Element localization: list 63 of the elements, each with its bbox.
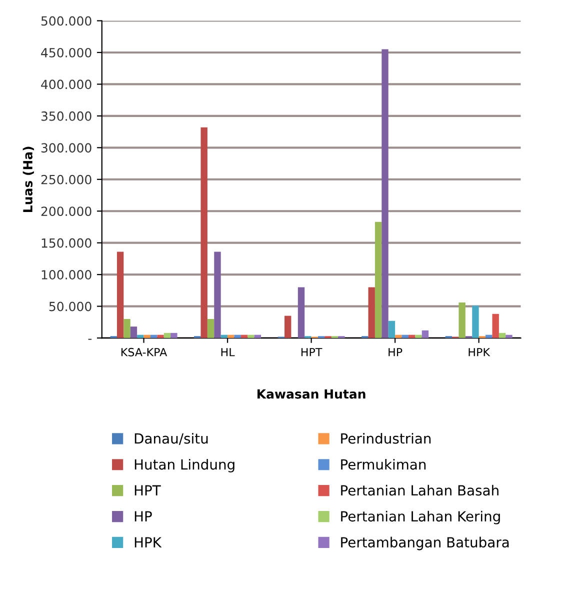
bar [234,334,241,338]
bar [150,334,158,338]
bar [506,334,512,338]
bar [395,334,402,338]
bar [458,302,466,338]
y-tick-label: 250.000 [41,174,92,184]
y-tick-label: 200.000 [41,206,92,216]
legend-label: HPK [134,537,162,548]
bar [382,49,388,338]
bar [137,334,144,338]
x-tick-label: HPT [301,348,322,356]
x-tick-label: HPK [468,348,490,356]
y-tick-label: 500.000 [41,16,92,26]
bar [486,334,492,338]
bar [298,287,305,338]
bar [207,318,214,338]
x-tick-label: KSA-KPA [121,348,168,356]
bar [214,252,221,338]
y-tick-label: 50.000 [49,302,92,312]
bar [422,330,429,338]
x-tick-label: HL [221,348,235,356]
bar [388,320,396,338]
bar [374,222,382,338]
bar [157,334,164,338]
bar [284,316,292,338]
bar [164,332,171,338]
y-axis-title: Luas (Ha) [22,146,34,212]
legend-label: HPT [134,485,161,496]
bar [200,127,208,338]
y-tick-label: 150.000 [42,238,92,248]
bar [124,318,130,338]
bar [408,334,416,338]
y-tick-label: 450.000 [41,48,92,58]
legend-label: Permukiman [341,458,426,470]
bar [492,314,499,338]
bar [415,334,422,338]
bar [368,287,375,338]
y-tick-label: 400.000 [41,80,92,90]
legend-label: HP [134,511,152,522]
bar [130,326,138,338]
bar [472,306,479,338]
bar [240,334,248,338]
legend-label: Hutan Lindung [134,458,234,472]
bar [220,334,228,338]
legend-label: Pertambangan Batubara [341,536,509,550]
y-tick-label: 350.000 [41,111,92,121]
bar [144,334,150,338]
legend-label: Danau/situ [134,432,208,445]
bar [498,332,506,338]
y-tick-label: 300.000 [41,143,92,153]
legend-label: Pertanian Lahan Basah [341,484,498,496]
legend-label: Pertanian Lahan Kering [341,510,500,524]
x-axis-title: Kawasan Hutan [258,389,366,399]
legend-label: Perindustrian [341,432,431,444]
bar [170,332,178,338]
bar [248,334,254,338]
bar [402,334,408,338]
x-tick-label: HP [388,348,402,356]
bar [228,334,234,338]
y-tick-label: - [88,338,92,340]
y-tick-label: 100.000 [42,270,92,280]
bar [254,334,262,338]
bar [116,252,124,338]
